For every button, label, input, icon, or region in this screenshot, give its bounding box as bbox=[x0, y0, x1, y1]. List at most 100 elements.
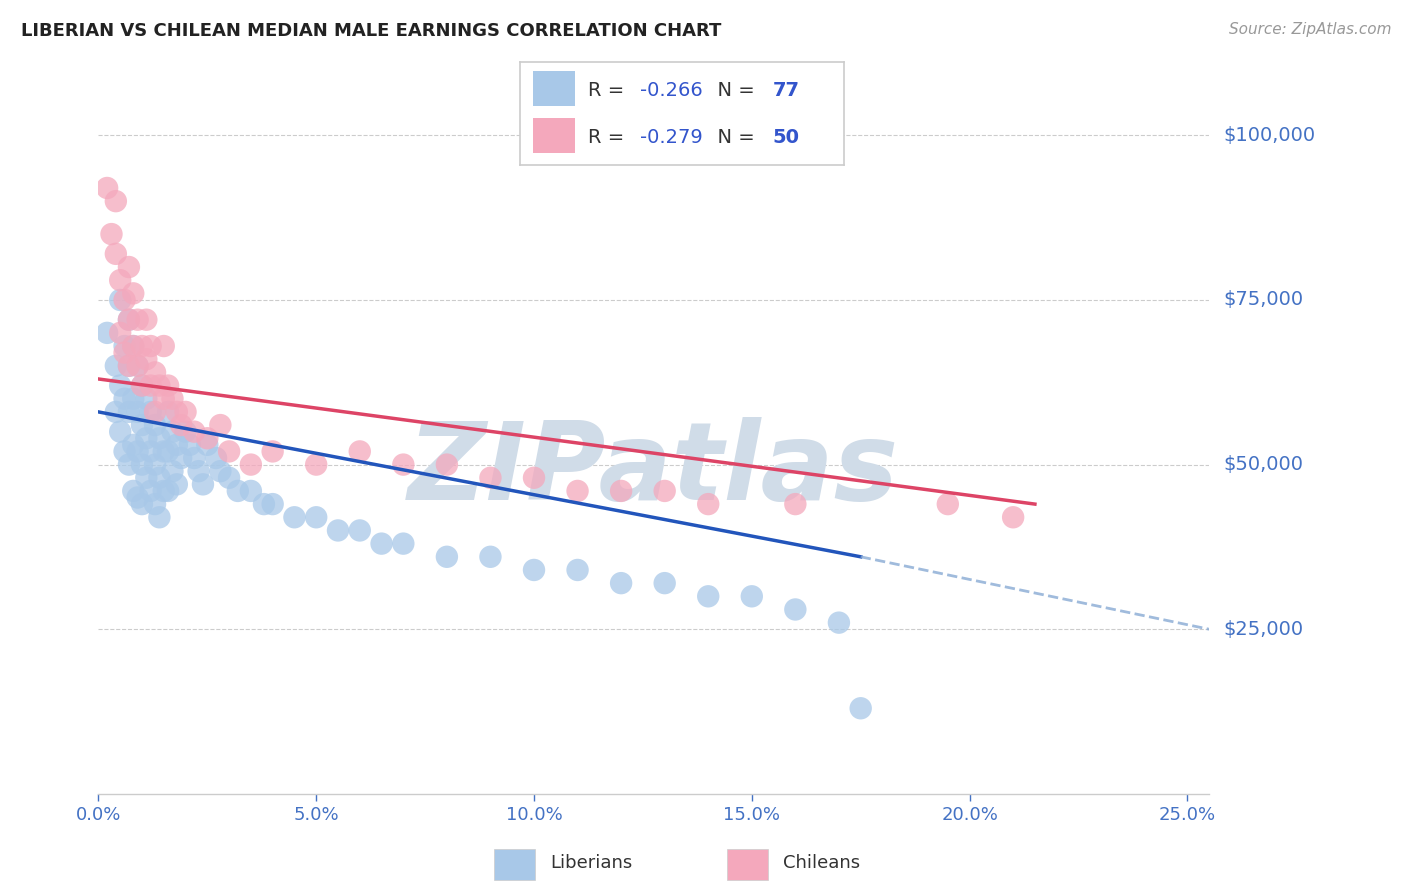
Point bbox=[114, 345, 136, 359]
Point bbox=[104, 247, 127, 261]
Point bbox=[131, 378, 153, 392]
Point bbox=[392, 458, 415, 472]
Point bbox=[610, 576, 633, 591]
Point bbox=[523, 471, 546, 485]
Point bbox=[183, 425, 205, 439]
Point bbox=[127, 359, 149, 373]
Text: N =: N = bbox=[704, 80, 761, 100]
Point bbox=[697, 497, 720, 511]
Point bbox=[118, 312, 141, 326]
Point bbox=[122, 483, 145, 498]
Text: Chileans: Chileans bbox=[783, 855, 860, 872]
Text: 77: 77 bbox=[772, 80, 800, 100]
Point bbox=[162, 464, 184, 478]
Point bbox=[162, 392, 184, 406]
Point bbox=[127, 444, 149, 458]
Point bbox=[157, 378, 180, 392]
Point bbox=[697, 590, 720, 604]
Point bbox=[114, 339, 136, 353]
Point bbox=[131, 497, 153, 511]
Text: N =: N = bbox=[704, 128, 761, 147]
Point bbox=[152, 444, 174, 458]
Point bbox=[127, 312, 149, 326]
Text: $75,000: $75,000 bbox=[1223, 291, 1303, 310]
Point bbox=[174, 425, 197, 439]
Point bbox=[104, 194, 127, 209]
Point bbox=[170, 450, 193, 465]
Point bbox=[122, 286, 145, 301]
Text: $25,000: $25,000 bbox=[1223, 620, 1303, 639]
Point bbox=[479, 549, 502, 564]
Text: ZIPatlas: ZIPatlas bbox=[408, 417, 900, 523]
Text: Source: ZipAtlas.com: Source: ZipAtlas.com bbox=[1229, 22, 1392, 37]
Text: LIBERIAN VS CHILEAN MEDIAN MALE EARNINGS CORRELATION CHART: LIBERIAN VS CHILEAN MEDIAN MALE EARNINGS… bbox=[21, 22, 721, 40]
Point bbox=[118, 260, 141, 274]
Point bbox=[239, 483, 262, 498]
Point bbox=[392, 536, 415, 550]
Text: Liberians: Liberians bbox=[550, 855, 633, 872]
Point bbox=[127, 359, 149, 373]
Point bbox=[253, 497, 276, 511]
Point bbox=[436, 458, 458, 472]
Point bbox=[166, 438, 188, 452]
Point bbox=[187, 464, 209, 478]
Point bbox=[114, 293, 136, 307]
Point bbox=[326, 524, 349, 538]
Point bbox=[139, 378, 162, 392]
Point bbox=[152, 483, 174, 498]
Point bbox=[183, 450, 205, 465]
Point bbox=[139, 339, 162, 353]
Point bbox=[741, 590, 763, 604]
Point bbox=[118, 458, 141, 472]
Point bbox=[100, 227, 122, 241]
Point bbox=[209, 418, 232, 433]
Point bbox=[96, 326, 118, 340]
Point bbox=[654, 576, 676, 591]
Point bbox=[262, 497, 284, 511]
Point bbox=[143, 458, 166, 472]
Point bbox=[139, 405, 162, 419]
Point bbox=[118, 312, 141, 326]
Point bbox=[108, 326, 131, 340]
Point bbox=[135, 471, 157, 485]
Point bbox=[218, 444, 240, 458]
Point bbox=[523, 563, 546, 577]
Point bbox=[135, 312, 157, 326]
Point bbox=[479, 471, 502, 485]
Point bbox=[122, 339, 145, 353]
Point bbox=[148, 471, 170, 485]
Point bbox=[148, 378, 170, 392]
Point bbox=[157, 405, 180, 419]
Point bbox=[143, 418, 166, 433]
FancyBboxPatch shape bbox=[727, 849, 768, 880]
Point bbox=[370, 536, 392, 550]
Point bbox=[104, 359, 127, 373]
Point bbox=[131, 458, 153, 472]
Point bbox=[143, 405, 166, 419]
Point bbox=[108, 425, 131, 439]
Point bbox=[139, 483, 162, 498]
Text: $50,000: $50,000 bbox=[1223, 455, 1303, 474]
Point bbox=[436, 549, 458, 564]
Point bbox=[610, 483, 633, 498]
Point bbox=[135, 392, 157, 406]
Text: R =: R = bbox=[588, 128, 631, 147]
Point bbox=[654, 483, 676, 498]
Point bbox=[785, 497, 807, 511]
FancyBboxPatch shape bbox=[533, 70, 575, 105]
Point bbox=[96, 181, 118, 195]
Text: -0.266: -0.266 bbox=[640, 80, 703, 100]
Point bbox=[157, 444, 180, 458]
Point bbox=[135, 431, 157, 445]
Point bbox=[118, 405, 141, 419]
Point bbox=[785, 602, 807, 616]
Point bbox=[152, 339, 174, 353]
Point bbox=[209, 464, 232, 478]
Point bbox=[205, 450, 228, 465]
Point bbox=[118, 359, 141, 373]
Point bbox=[148, 510, 170, 524]
Point bbox=[262, 444, 284, 458]
Point bbox=[218, 471, 240, 485]
Point bbox=[114, 444, 136, 458]
Point bbox=[131, 378, 153, 392]
